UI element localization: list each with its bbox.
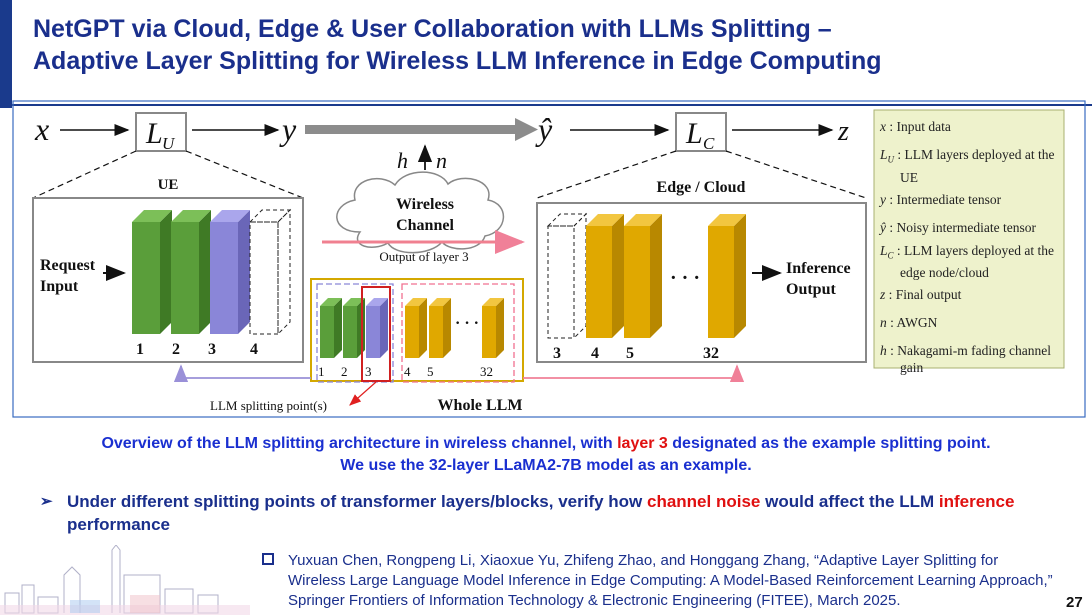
ue-layer-4: [248, 208, 292, 336]
legend-item-lc: LC : LLM layers deployed at the edge nod…: [880, 242, 1054, 281]
reference-bullet-icon: [262, 553, 274, 565]
city-skyline-icon: [0, 545, 250, 615]
title-underline: [12, 104, 1092, 106]
channel-line2: Channel: [396, 217, 454, 234]
edge-layers: [546, 212, 746, 340]
n-label: n: [436, 148, 447, 173]
ue-layer-3: [210, 210, 250, 334]
edge-output-line2: Output: [786, 281, 836, 298]
whole-edge-part: [401, 283, 515, 383]
page-number: 27: [1066, 594, 1083, 611]
legend-item-yhat: ŷ : Noisy intermediate tensor: [880, 219, 1036, 235]
channel-output-label: Output of layer 3: [379, 249, 468, 264]
whole-ue-part: [316, 283, 394, 383]
legend-item-lu: LU : LLM layers deployed at the UE: [880, 147, 1055, 185]
ue-layer-2: [171, 210, 211, 334]
ue-layer-label-2: 2: [172, 341, 180, 358]
flow-yhat: ŷ: [535, 111, 553, 147]
whole-layer-1: [320, 298, 342, 358]
legend-item-z: z : Final output: [880, 287, 962, 303]
whole-layer-4: [405, 298, 427, 358]
whole-llm-title: Whole LLM: [438, 397, 523, 414]
whole-layer-3: [366, 298, 388, 358]
whole-label-2: 2: [341, 364, 348, 379]
edge-label-32: 32: [703, 345, 719, 362]
whole-to-edge-connector: [523, 364, 745, 383]
bullet-arrow-icon: ➢: [40, 493, 53, 510]
caption-line-1: Overview of the LLM splitting architectu…: [101, 435, 991, 452]
ue-layers: [132, 208, 292, 336]
title-line-2: Adaptive Layer Splitting for Wireless LL…: [33, 47, 882, 75]
diagram-frame: [12, 100, 1086, 418]
legend-item-x: x : Input data: [880, 119, 951, 134]
lu-box: [135, 112, 187, 152]
flow-z: z: [837, 116, 849, 147]
wireless-channel-cloud: [336, 171, 505, 254]
ue-input-line1: Request: [40, 257, 96, 274]
transmission-arrow: [305, 125, 517, 134]
edge-ellipsis: · · ·: [670, 267, 700, 289]
ue-layer-1: [132, 210, 172, 334]
legend-item-y: y : Intermediate tensor: [880, 191, 1002, 207]
lc-sub: C: [703, 134, 715, 153]
split-highlight: [361, 286, 391, 382]
legend-item-n: n : AWGN: [880, 315, 938, 331]
whole-to-ue-connector: [173, 364, 311, 383]
slide-title: NetGPT via Cloud, Edge & User Collaborat…: [33, 13, 1073, 77]
legend: x : Input data LU : LLM layers deployed …: [880, 118, 1062, 376]
flow-y: y: [279, 111, 297, 147]
whole-layer-32: [482, 298, 504, 358]
ue-layer-label-1: 1: [136, 341, 144, 358]
edge-label-4: 4: [591, 345, 599, 362]
legend-box: [873, 109, 1065, 369]
whole-layer-5: [429, 298, 451, 358]
whole-label-1: 1: [318, 364, 325, 379]
ue-title: UE: [158, 177, 179, 193]
edge-label-3: 3: [553, 345, 561, 362]
whole-label-5: 5: [427, 364, 434, 379]
edge-label-5: 5: [626, 345, 634, 362]
edge-layer-4: [586, 214, 624, 338]
whole-layers: [320, 298, 504, 358]
split-point-label: LLM splitting point(s): [210, 398, 327, 413]
title-accent-bar: [0, 0, 12, 108]
lu-sub: U: [162, 134, 176, 153]
bullet-point: ➢ Under different splitting points of tr…: [40, 492, 1015, 534]
ue-layer-label-3: 3: [208, 341, 216, 358]
lu-base: L: [145, 117, 163, 150]
lc-base: L: [685, 117, 703, 150]
lc-box: [675, 112, 727, 152]
reference-text: Yuxuan Chen, Rongpeng Li, Xiaoxue Yu, Zh…: [288, 552, 1053, 609]
h-label: h: [397, 148, 408, 173]
legend-item-h: h : Nakagami-m fading channel gain: [880, 343, 1051, 376]
channel-line1: Wireless: [396, 196, 454, 213]
edge-layer-5: [624, 214, 662, 338]
whole-label-4: 4: [404, 364, 411, 379]
whole-ellipsis: · · ·: [455, 315, 479, 332]
title-line-1: NetGPT via Cloud, Edge & User Collaborat…: [33, 15, 832, 43]
edge-layer-32: [708, 214, 746, 338]
whole-label-32: 32: [480, 364, 493, 379]
edge-output-line1: Inference: [786, 260, 851, 277]
flow-x: x: [34, 111, 49, 147]
ue-input-line2: Input: [40, 278, 79, 295]
edge-title: Edge / Cloud: [657, 179, 746, 196]
whole-label-3: 3: [365, 364, 372, 379]
caption-line-2: We use the 32-layer LLaMA2-7B model as a…: [340, 457, 752, 474]
ue-layer-label-4: 4: [250, 341, 258, 358]
